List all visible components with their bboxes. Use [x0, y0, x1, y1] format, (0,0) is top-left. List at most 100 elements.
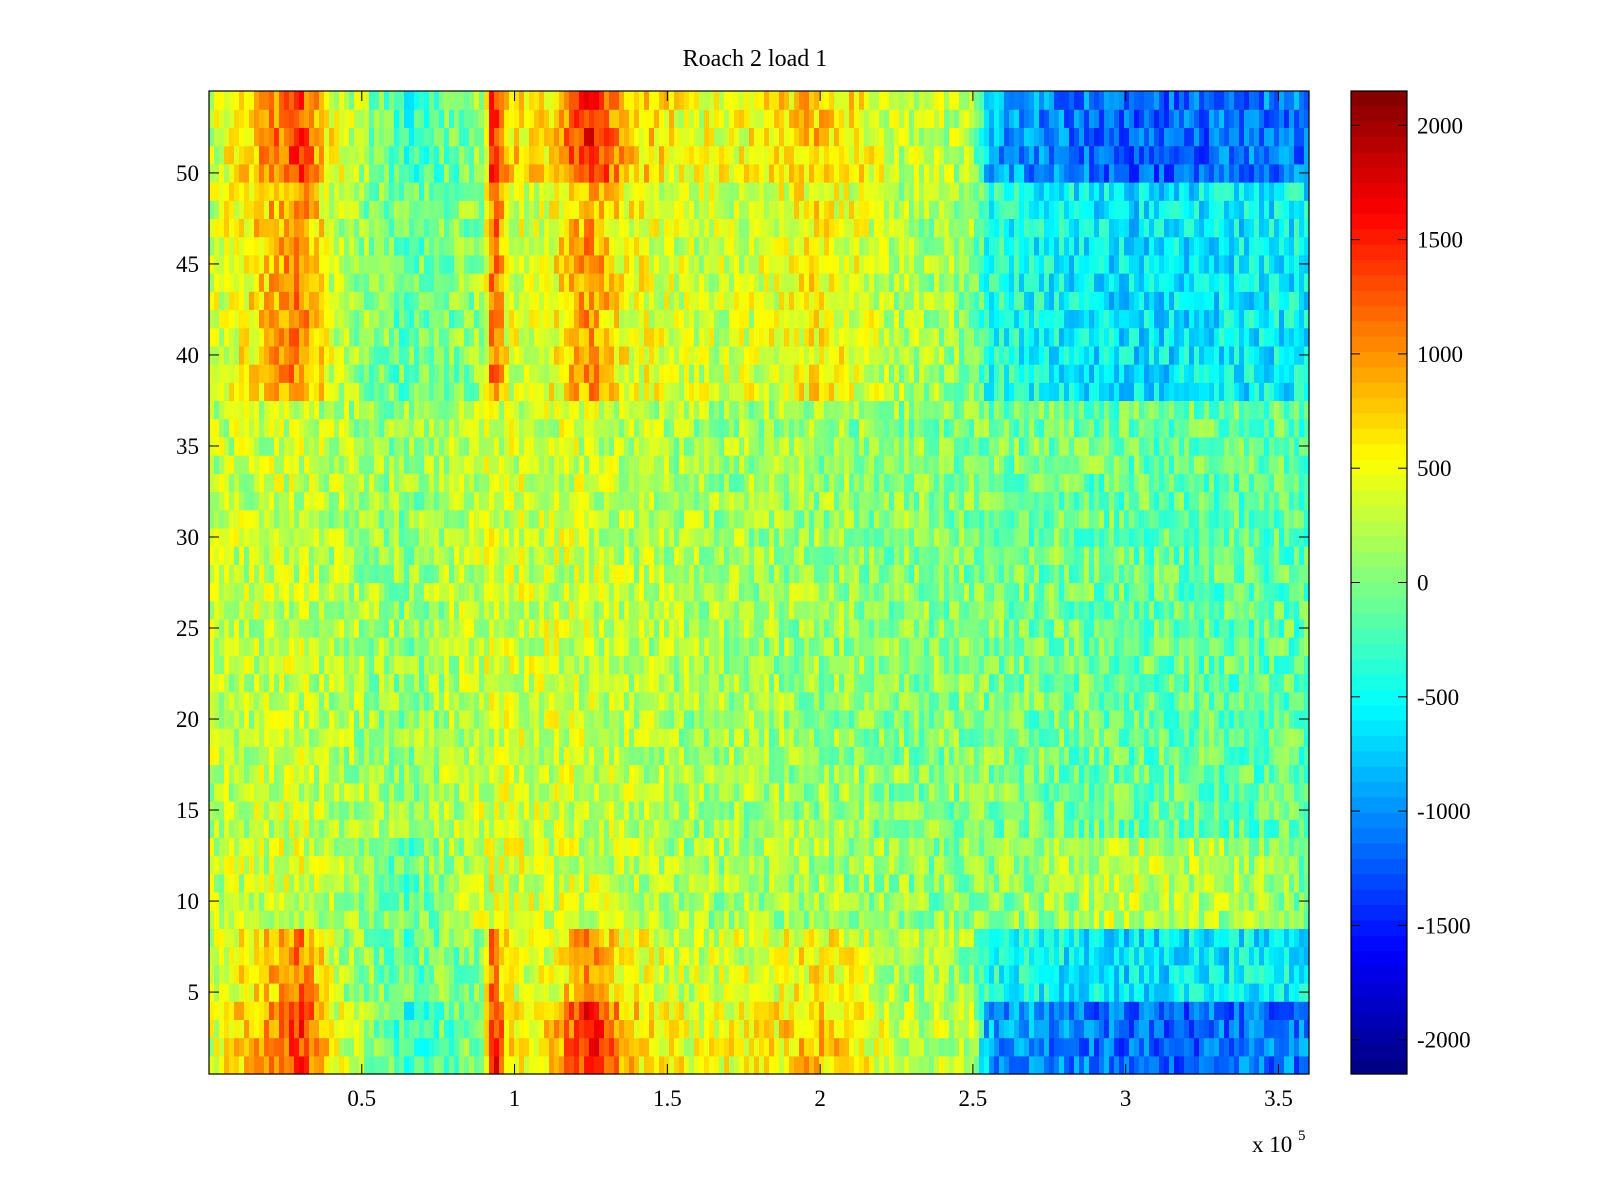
- heatmap-cell: [579, 964, 585, 984]
- heatmap-cell: [1064, 855, 1070, 875]
- heatmap-cell: [659, 1001, 665, 1020]
- heatmap-cell: [1094, 982, 1100, 1002]
- heatmap-cell: [689, 746, 695, 766]
- heatmap-cell: [554, 928, 560, 948]
- heatmap-cell: [489, 837, 495, 857]
- heatmap-cell: [544, 764, 550, 784]
- heatmap-cell: [829, 800, 835, 820]
- heatmap-cell: [1079, 764, 1085, 784]
- heatmap-cell: [1174, 837, 1180, 857]
- heatmap-cell: [1084, 837, 1090, 857]
- heatmap-cell: [559, 1001, 565, 1020]
- heatmap-cell: [514, 1001, 520, 1020]
- heatmap-cell: [329, 709, 335, 729]
- heatmap-cell: [1179, 673, 1185, 693]
- heatmap-cell: [379, 855, 385, 875]
- heatmap-cell: [1019, 873, 1025, 893]
- heatmap-cell: [1149, 964, 1155, 984]
- heatmap-cell: [694, 837, 700, 857]
- heatmap-cell: [1184, 1055, 1190, 1075]
- heatmap-cell: [584, 946, 590, 966]
- heatmap-cell: [1109, 837, 1115, 857]
- heatmap-cell: [379, 709, 385, 729]
- heatmap-cell: [589, 1055, 595, 1075]
- heatmap-cell: [239, 837, 245, 857]
- heatmap-cell: [534, 746, 540, 766]
- heatmap-cell: [1254, 819, 1260, 838]
- heatmap-cell: [614, 1019, 620, 1039]
- heatmap-cell: [1234, 709, 1240, 729]
- heatmap-cell: [849, 691, 855, 711]
- heatmap-cell: [1019, 800, 1025, 820]
- heatmap-cell: [1124, 709, 1130, 729]
- heatmap-cell: [1284, 709, 1290, 729]
- heatmap-cell: [1094, 910, 1100, 929]
- heatmap-cell: [244, 800, 250, 820]
- heatmap-cell: [369, 673, 375, 693]
- heatmap-cell: [1214, 982, 1220, 1002]
- heatmap-cell: [1269, 1019, 1275, 1039]
- heatmap-cell: [1249, 764, 1255, 784]
- heatmap-cell: [499, 873, 505, 893]
- heatmap-cell: [759, 1037, 765, 1057]
- heatmap-cell: [1149, 928, 1155, 948]
- heatmap-cell: [1219, 764, 1225, 784]
- heatmap-cell: [394, 782, 400, 802]
- heatmap-cell: [314, 782, 320, 802]
- heatmap-cell: [1234, 1001, 1240, 1020]
- heatmap-cell: [669, 819, 675, 838]
- heatmap-cell: [1219, 673, 1225, 693]
- heatmap-cell: [244, 691, 250, 711]
- heatmap-cell: [329, 891, 335, 911]
- heatmap-cell: [474, 946, 480, 966]
- heatmap-cell: [1029, 1055, 1035, 1075]
- heatmap-cell: [874, 764, 880, 784]
- heatmap-cell: [549, 673, 555, 693]
- heatmap-cell: [1009, 982, 1015, 1002]
- heatmap-cell: [639, 782, 645, 802]
- heatmap-cell: [559, 873, 565, 893]
- heatmap-cell: [479, 746, 485, 766]
- heatmap-cell: [719, 891, 725, 911]
- heatmap-cell: [1284, 800, 1290, 820]
- heatmap-cell: [1044, 982, 1050, 1002]
- heatmap-cell: [1074, 1055, 1080, 1075]
- heatmap-cell: [799, 655, 805, 675]
- heatmap-cell: [244, 709, 250, 729]
- heatmap-cell: [889, 873, 895, 893]
- heatmap-cell: [649, 673, 655, 693]
- heatmap-cell: [854, 982, 860, 1002]
- heatmap-cell: [899, 964, 905, 984]
- heatmap-cell: [479, 964, 485, 984]
- heatmap-cell: [1039, 1001, 1045, 1020]
- heatmap-cell: [1114, 746, 1120, 766]
- heatmap-cell: [299, 891, 305, 911]
- heatmap-cell: [744, 1037, 750, 1057]
- heatmap-cell: [944, 728, 950, 747]
- heatmap-cell: [314, 1019, 320, 1039]
- heatmap-cell: [709, 1037, 715, 1057]
- heatmap-cell: [614, 910, 620, 929]
- heatmap-cell: [1124, 1019, 1130, 1039]
- heatmap-cell: [599, 928, 605, 948]
- heatmap-cell: [899, 1055, 905, 1075]
- heatmap-cell: [549, 873, 555, 893]
- heatmap-cell: [959, 673, 965, 693]
- heatmap-cell: [434, 746, 440, 766]
- heatmap-cell: [244, 673, 250, 693]
- heatmap-cell: [1089, 728, 1095, 747]
- heatmap-cell: [684, 673, 690, 693]
- heatmap-cell: [379, 1001, 385, 1020]
- heatmap-cell: [544, 782, 550, 802]
- heatmap-cell: [539, 855, 545, 875]
- heatmap-cell: [814, 764, 820, 784]
- heatmap-cell: [639, 946, 645, 966]
- heatmap-cell: [304, 1055, 310, 1075]
- heatmap-cell: [569, 910, 575, 929]
- heatmap-cell: [844, 1037, 850, 1057]
- heatmap-cell: [524, 782, 530, 802]
- heatmap-cell: [564, 1001, 570, 1020]
- heatmap-cell: [534, 982, 540, 1002]
- heatmap-cell: [524, 746, 530, 766]
- heatmap-cell: [719, 946, 725, 966]
